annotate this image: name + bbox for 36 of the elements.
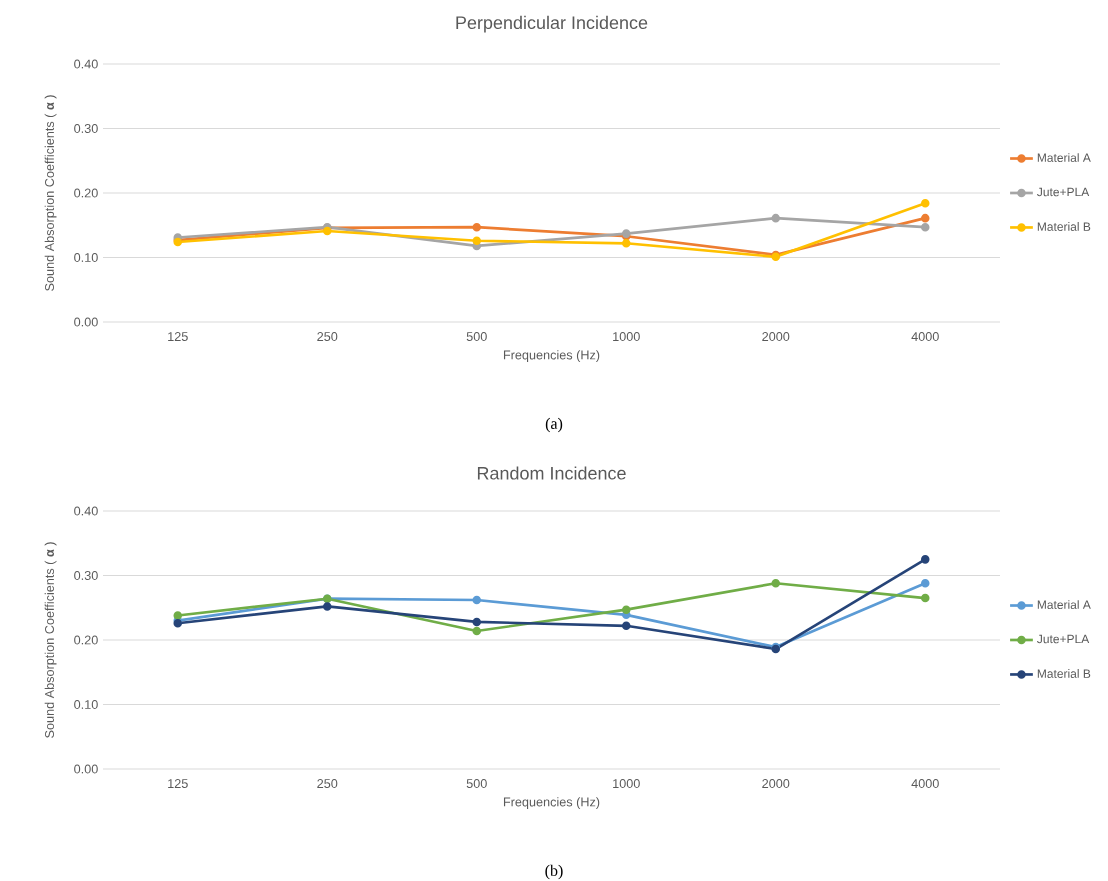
legend-label: Material A xyxy=(1037,153,1091,162)
legend-label: Material A xyxy=(1037,600,1091,609)
y-tick-label: 0.40 xyxy=(74,59,98,69)
text: (b) xyxy=(545,864,563,880)
text: (a) xyxy=(545,417,563,433)
x-tick-label: 125 xyxy=(168,779,188,788)
y-tick-label: 0.20 xyxy=(74,635,98,645)
y-axis-title: Sound Absorption Coefficients ( α ) xyxy=(44,95,57,291)
y-tick-label: 0.10 xyxy=(74,700,98,709)
x-tick-label: 250 xyxy=(317,332,338,341)
y-tick-label: 0.20 xyxy=(74,188,98,198)
y-tick-label: 0.30 xyxy=(74,571,98,580)
y-tick-label: 0.40 xyxy=(74,506,98,516)
chart-title: Random Incidence xyxy=(477,466,626,480)
y-tick-label: 0.00 xyxy=(74,764,98,774)
legend-label: Material B xyxy=(1037,669,1091,678)
x-tick-label: 1000 xyxy=(613,332,640,341)
legend-label: Material B xyxy=(1037,222,1091,231)
x-tick-label: 250 xyxy=(317,779,338,788)
legend-label: Jute+PLA xyxy=(1037,187,1090,197)
x-tick-label: 4000 xyxy=(911,332,939,341)
chart-title: Perpendicular Incidence xyxy=(456,15,648,33)
x-tick-label: 4000 xyxy=(911,779,939,788)
y-tick-label: 0.10 xyxy=(74,253,98,262)
y-tick-label: 0.30 xyxy=(74,124,98,133)
x-tick-label: 125 xyxy=(168,332,188,341)
x-tick-label: 2000 xyxy=(762,332,790,341)
x-axis-title: Frequencies (Hz) xyxy=(503,350,600,362)
x-axis-title: Frequencies (Hz) xyxy=(503,797,600,809)
legend-label: Jute+PLA xyxy=(1037,634,1090,644)
x-tick-label: 500 xyxy=(466,779,487,788)
x-tick-label: 500 xyxy=(466,332,487,341)
y-axis-title: Sound Absorption Coefficients ( α ) xyxy=(44,542,57,738)
y-tick-label: 0.00 xyxy=(74,317,98,327)
x-tick-label: 2000 xyxy=(762,779,790,788)
x-tick-label: 1000 xyxy=(613,779,640,788)
